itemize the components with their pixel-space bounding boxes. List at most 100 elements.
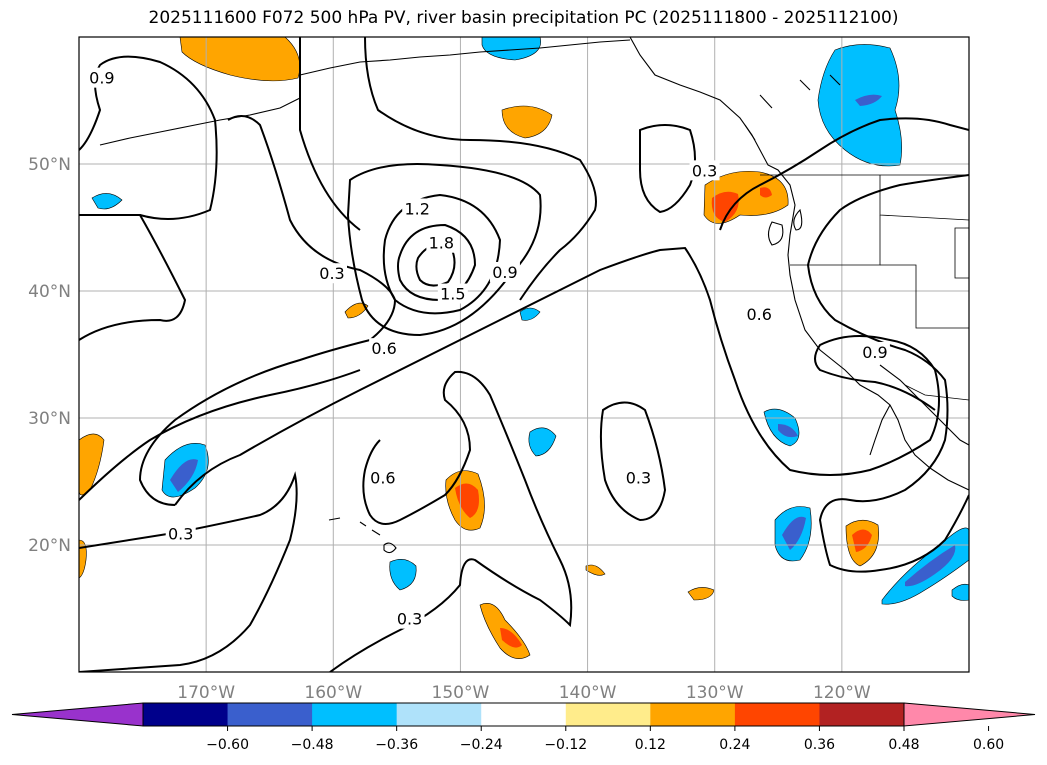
precip-negative-patch bbox=[528, 427, 557, 457]
contour-label-halo bbox=[86, 67, 117, 88]
contour-label-halo bbox=[689, 160, 720, 181]
pv-contour-label: 0.6 bbox=[371, 339, 396, 358]
pv-contour-label: 0.3 bbox=[397, 610, 422, 629]
colorbar-tick-label: −0.48 bbox=[291, 737, 334, 753]
pv-contour-label: 1.2 bbox=[404, 199, 429, 218]
colorbar-tick-label: −0.36 bbox=[375, 737, 418, 753]
pv-contour-line bbox=[298, 37, 361, 231]
precip-positive-core bbox=[711, 191, 739, 222]
precip-negative-patch bbox=[481, 37, 542, 61]
pv-contour-label: 0.3 bbox=[692, 161, 717, 180]
pv-contour-line bbox=[364, 37, 597, 301]
pv-contour-line bbox=[79, 214, 187, 341]
precip-negative-core bbox=[778, 424, 798, 438]
contour-label-halo bbox=[623, 467, 654, 488]
colorbar-tick-label: 0.48 bbox=[888, 737, 919, 753]
map-plot-area: 0.9 1.21.8 1.5 0.9 0.3 0.6 0.6 0.3 0.3 0.3 0.6 0.9 0… bbox=[79, 37, 969, 672]
map-frame bbox=[78, 36, 970, 673]
contour-label-halo bbox=[744, 303, 775, 324]
political-borders bbox=[760, 174, 969, 401]
grid-lines bbox=[79, 37, 969, 672]
contour-label-halo bbox=[426, 232, 457, 253]
pv-contour-label: 1.5 bbox=[440, 285, 465, 304]
lon-tick-label: 130°W bbox=[686, 683, 744, 703]
pv-contour-line bbox=[329, 370, 573, 672]
precip-negative-core bbox=[170, 459, 198, 492]
lon-tick-label: 140°W bbox=[559, 683, 617, 703]
colorbar-segment bbox=[481, 703, 567, 726]
colorbar-tick-label: −0.12 bbox=[544, 737, 587, 753]
pv-contour-label: 0.6 bbox=[746, 305, 771, 324]
precip-negative-core bbox=[782, 516, 806, 550]
pv-contour-line bbox=[79, 55, 218, 220]
colorbar-segment bbox=[312, 703, 398, 726]
precip-positive-patch bbox=[585, 564, 606, 576]
pv-contour-label: 0.9 bbox=[89, 69, 114, 88]
pv-contour-line bbox=[79, 471, 298, 672]
precip-positive-patch bbox=[687, 587, 715, 601]
pv-contour-label: 1.8 bbox=[429, 234, 454, 253]
pv-contour-label: 0.3 bbox=[626, 469, 651, 488]
pv-contour-labels: 0.9 1.21.8 1.5 0.9 0.3 0.6 0.6 0.3 0.3 0.3 0.6 0.9 0… bbox=[86, 67, 890, 629]
pv-contour-line bbox=[138, 115, 397, 506]
precip-positive-core bbox=[455, 483, 479, 518]
precip-positive-patch bbox=[79, 433, 105, 496]
precip-positive-patch bbox=[344, 302, 369, 319]
precip-positive-patch bbox=[79, 539, 87, 579]
precip-negative-patch bbox=[389, 558, 417, 591]
pv-contour-label: 0.9 bbox=[862, 343, 887, 362]
colorbar-segment bbox=[650, 703, 736, 726]
colorbar-tick-label: −0.60 bbox=[206, 737, 249, 753]
latitude-labels: 20°N 30°N 40°N 50°N bbox=[28, 155, 71, 556]
precip-negative-patch bbox=[519, 307, 541, 321]
contour-label-halo bbox=[165, 523, 196, 544]
contour-label-halo bbox=[859, 341, 890, 362]
colorbar-tick-label: 0.60 bbox=[973, 737, 1004, 753]
contour-label-halo bbox=[317, 263, 348, 284]
pv-contour-line bbox=[599, 401, 667, 522]
lon-tick-label: 120°W bbox=[813, 683, 871, 703]
map-title: 2025111600 F072 500 hPa PV, river basin … bbox=[148, 8, 899, 28]
contour-label-halo bbox=[369, 338, 400, 359]
colorbar-tick-label: 0.12 bbox=[635, 737, 666, 753]
precip-negative-core bbox=[855, 94, 882, 106]
contour-label-halo bbox=[367, 467, 398, 488]
pv-contour-line bbox=[719, 117, 969, 231]
colorbar-outline bbox=[142, 702, 905, 727]
lat-tick-label: 40°N bbox=[28, 282, 71, 302]
colorbar-segment bbox=[227, 703, 313, 726]
precip-positive-patch bbox=[179, 37, 301, 82]
lon-tick-label: 150°W bbox=[432, 683, 490, 703]
colorbar-tick-label: 0.36 bbox=[804, 737, 835, 753]
colorbar-segment bbox=[143, 703, 229, 726]
colorbar-tick-label: 0.24 bbox=[719, 737, 750, 753]
colorbar-segment bbox=[819, 703, 905, 726]
pv-contour-label: 0.3 bbox=[168, 525, 193, 544]
colorbar-segment bbox=[396, 703, 482, 726]
colorbar-min-extend-arrow bbox=[11, 702, 144, 727]
lon-tick-label: 170°W bbox=[177, 683, 235, 703]
precip-negative-patch bbox=[91, 193, 123, 210]
lat-tick-label: 50°N bbox=[28, 155, 71, 175]
lat-tick-label: 30°N bbox=[28, 409, 71, 429]
pv-contour-label: 0.6 bbox=[370, 469, 395, 488]
colorbar-max-extend-arrow bbox=[903, 702, 1036, 727]
colorbar-segment bbox=[734, 703, 820, 726]
precip-positive-core bbox=[760, 187, 772, 198]
contour-label-halo bbox=[489, 261, 520, 282]
contour-label-halo bbox=[394, 608, 425, 629]
coastline bbox=[99, 37, 969, 554]
lon-tick-label: 160°W bbox=[304, 683, 362, 703]
pv-contour-line bbox=[806, 174, 969, 573]
precip-positive-patch bbox=[501, 105, 553, 139]
precip-positive-core bbox=[852, 529, 872, 552]
colorbar: −0.60 −0.48 −0.36 −0.24 −0.12 0.12 0.24 0.36 0.4… bbox=[11, 702, 1036, 753]
contour-label-halo bbox=[437, 283, 468, 304]
lat-tick-label: 20°N bbox=[28, 536, 71, 556]
pv-contour-label: 0.3 bbox=[319, 264, 344, 283]
precip-negative-core bbox=[905, 545, 956, 587]
pv-contour-line bbox=[79, 369, 361, 501]
contour-label-halo bbox=[402, 198, 433, 219]
precip-negative-patch bbox=[951, 583, 969, 601]
